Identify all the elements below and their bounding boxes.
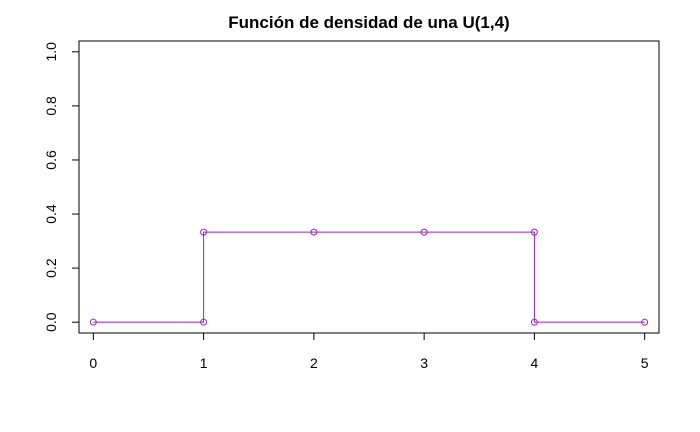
x-tick-label: 3	[420, 355, 428, 371]
x-tick-label: 1	[200, 355, 208, 371]
density-line	[93, 231, 645, 323]
data-point	[89, 318, 97, 326]
y-tick-label: 0.8	[43, 96, 59, 116]
density-series	[89, 228, 649, 326]
data-point	[530, 318, 538, 326]
x-tick-label: 5	[641, 355, 649, 371]
y-tick-label: 0.6	[43, 150, 59, 170]
y-tick-label: 0.2	[43, 258, 59, 278]
chart-title: Función de densidad de una U(1,4)	[228, 13, 509, 32]
y-tick-label: 0.0	[43, 312, 59, 332]
data-point	[310, 228, 318, 236]
y-tick-label: 0.4	[43, 204, 59, 224]
x-tick-label: 2	[310, 355, 318, 371]
x-axis: 0 1 2 3 4 5	[89, 332, 649, 371]
data-point	[200, 318, 208, 326]
plot-frame	[78, 40, 660, 334]
y-axis: 0.0 0.2 0.4 0.6 0.8 1.0	[43, 42, 80, 332]
x-tick-label: 0	[89, 355, 97, 371]
data-point	[641, 318, 649, 326]
y-tick-label: 1.0	[43, 42, 59, 62]
data-point	[420, 228, 428, 236]
data-point	[530, 228, 538, 236]
data-point	[200, 228, 208, 236]
x-tick-label: 4	[531, 355, 539, 371]
